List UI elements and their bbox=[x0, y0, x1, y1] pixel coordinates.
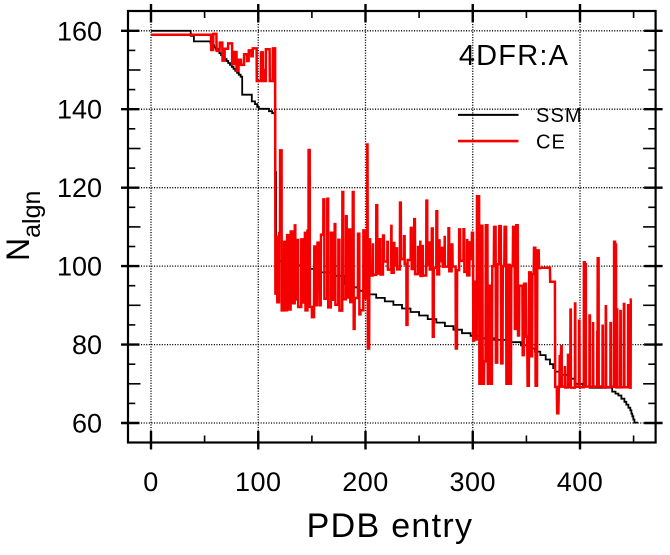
svg-text:140: 140 bbox=[57, 95, 102, 125]
svg-text:120: 120 bbox=[57, 173, 102, 203]
svg-text:300: 300 bbox=[449, 467, 496, 497]
svg-text:100: 100 bbox=[57, 252, 102, 282]
svg-text:SSM: SSM bbox=[536, 105, 583, 127]
svg-text:4DFR:A: 4DFR:A bbox=[459, 40, 569, 72]
svg-text:60: 60 bbox=[72, 409, 102, 439]
svg-text:PDB entry: PDB entry bbox=[307, 507, 474, 545]
svg-text:80: 80 bbox=[72, 330, 102, 360]
svg-text:100: 100 bbox=[235, 467, 282, 497]
svg-text:200: 200 bbox=[342, 467, 389, 497]
svg-text:0: 0 bbox=[143, 467, 159, 497]
svg-text:400: 400 bbox=[557, 467, 604, 497]
svg-text:160: 160 bbox=[57, 16, 102, 46]
svg-text:CE: CE bbox=[536, 132, 566, 154]
